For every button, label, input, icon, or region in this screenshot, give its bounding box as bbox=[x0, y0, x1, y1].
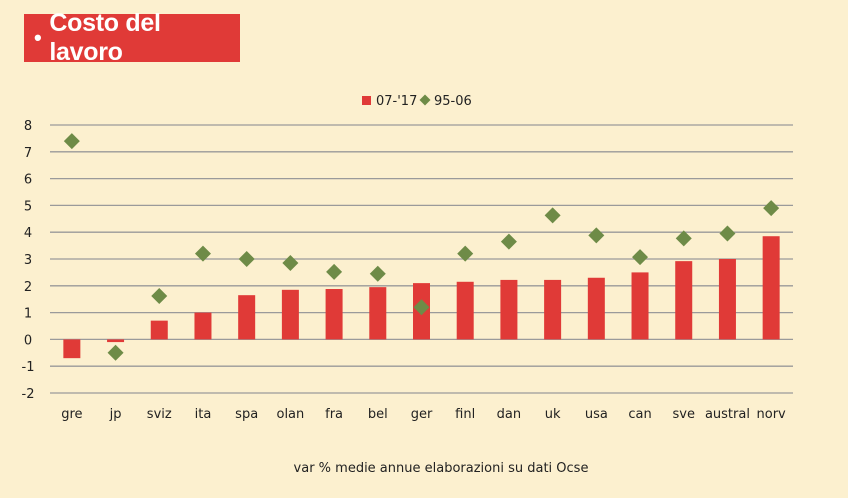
marker-series bbox=[63, 133, 780, 361]
bar bbox=[107, 339, 125, 343]
x-category-label: ita bbox=[195, 407, 212, 422]
y-tick-label: 6 bbox=[24, 173, 32, 188]
bar bbox=[456, 281, 474, 340]
bar-series bbox=[63, 236, 780, 359]
marker-point bbox=[500, 233, 517, 250]
y-tick-label: -1 bbox=[22, 360, 35, 375]
x-category-label: sve bbox=[673, 407, 695, 422]
title-text: Costo del lavoro bbox=[49, 9, 161, 66]
y-tick-label: -2 bbox=[22, 387, 35, 402]
y-tick-label: 1 bbox=[24, 307, 32, 322]
bar bbox=[762, 236, 780, 340]
marker-point bbox=[632, 249, 649, 266]
x-category-label: olan bbox=[276, 407, 304, 422]
marker-point bbox=[544, 207, 561, 224]
y-tick-label: 5 bbox=[24, 199, 32, 214]
y-tick-label: 2 bbox=[24, 280, 32, 295]
marker-point bbox=[763, 200, 780, 217]
y-tick-label: 3 bbox=[24, 253, 32, 268]
y-tick-label: 8 bbox=[24, 119, 32, 134]
y-tick-labels: 8 7 6 5 4 3 2 1 0 -1 -2 bbox=[22, 119, 35, 402]
bar bbox=[150, 320, 168, 340]
marker-point bbox=[282, 255, 299, 272]
bar bbox=[325, 289, 343, 340]
y-tick-label: 0 bbox=[24, 333, 32, 348]
source-note: var % medie annue elaborazioni su dati O… bbox=[294, 461, 589, 476]
x-category-label: usa bbox=[585, 407, 608, 422]
bar bbox=[194, 312, 212, 340]
x-category-label: finl bbox=[455, 407, 475, 422]
marker-point bbox=[588, 227, 605, 244]
marker-point bbox=[326, 263, 343, 280]
marker-point bbox=[457, 245, 474, 262]
marker-point bbox=[719, 225, 736, 242]
x-category-label: bel bbox=[368, 407, 388, 422]
legend-bar-swatch bbox=[362, 96, 371, 105]
marker-point bbox=[151, 287, 168, 304]
x-category-label: jp bbox=[109, 407, 122, 422]
x-category-labels: gre jp sviz ita spa olan fra bel ger finl dan uk usa… bbox=[61, 407, 786, 422]
x-category-label: norv bbox=[757, 407, 787, 422]
bar bbox=[281, 289, 299, 340]
chart-title: • Costo del lavoro bbox=[24, 9, 240, 66]
x-category-label: can bbox=[628, 407, 651, 422]
bar bbox=[63, 339, 81, 359]
legend-bar-label: 07-'17 bbox=[376, 94, 417, 109]
bar bbox=[587, 277, 605, 340]
bar bbox=[500, 279, 518, 340]
marker-point bbox=[238, 251, 255, 267]
bar bbox=[675, 261, 693, 340]
marker-point bbox=[369, 265, 386, 282]
title-bullet: • bbox=[34, 25, 42, 50]
x-category-label: fra bbox=[325, 407, 343, 422]
x-category-label: spa bbox=[235, 407, 258, 422]
x-category-label: austral bbox=[705, 407, 750, 422]
gridlines bbox=[50, 124, 793, 394]
y-tick-label: 7 bbox=[24, 146, 32, 161]
x-category-label: dan bbox=[497, 407, 521, 422]
bar bbox=[238, 295, 256, 340]
bar bbox=[369, 287, 387, 340]
marker-point bbox=[413, 299, 430, 316]
marker-point bbox=[194, 245, 211, 262]
bar bbox=[718, 259, 736, 340]
bar bbox=[544, 279, 562, 340]
x-category-label: uk bbox=[545, 407, 561, 422]
legend: 07-'17 95-06 bbox=[362, 94, 472, 109]
x-category-label: sviz bbox=[147, 407, 172, 422]
marker-point bbox=[675, 230, 692, 247]
y-tick-label: 4 bbox=[24, 226, 32, 241]
marker-point bbox=[107, 344, 124, 361]
legend-marker-swatch bbox=[419, 94, 431, 106]
bar bbox=[631, 272, 649, 340]
legend-marker-label: 95-06 bbox=[434, 94, 472, 109]
x-category-label: ger bbox=[411, 407, 433, 422]
marker-point bbox=[63, 133, 80, 150]
x-category-label: gre bbox=[61, 407, 82, 422]
